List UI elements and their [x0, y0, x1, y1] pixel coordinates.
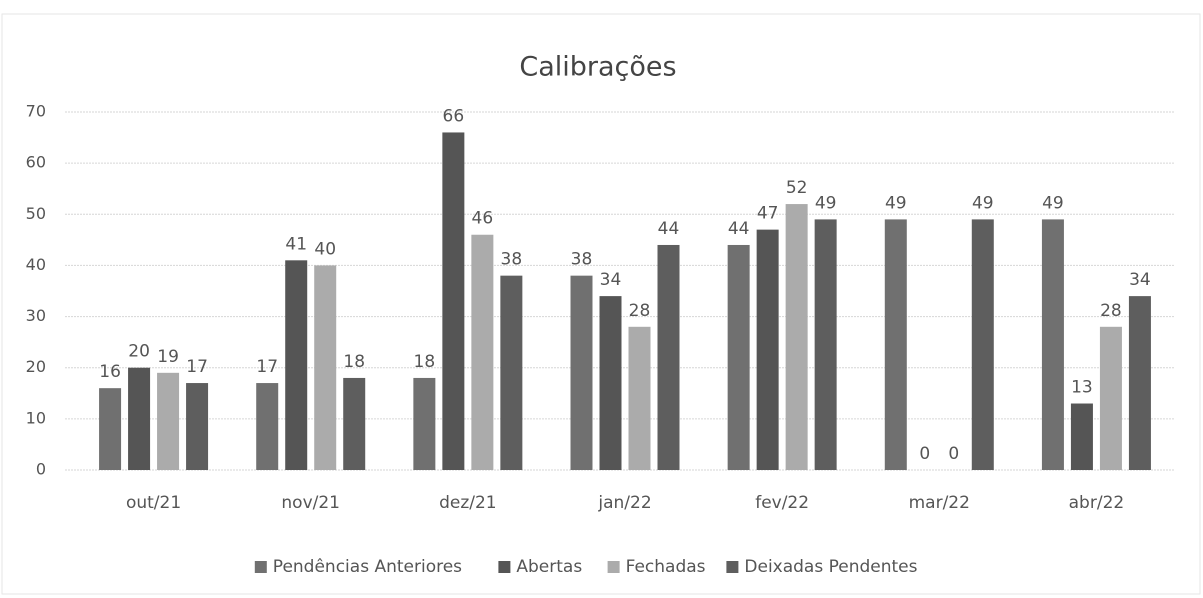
data-label: 17 — [186, 357, 208, 377]
bar — [413, 377, 436, 470]
y-tick-label: 70 — [26, 102, 46, 121]
data-label: 20 — [128, 342, 150, 362]
bar — [1128, 296, 1151, 470]
bar — [1041, 219, 1064, 470]
data-label: 17 — [256, 357, 278, 377]
bar — [442, 132, 465, 470]
data-label: 18 — [414, 352, 436, 372]
bar — [657, 244, 680, 470]
bar — [628, 326, 651, 470]
legend-label: Deixadas Pendentes — [744, 557, 917, 577]
data-label: 38 — [501, 250, 523, 270]
y-tick-label: 20 — [26, 357, 46, 376]
x-tick-label: jan/22 — [597, 493, 651, 513]
data-label: 52 — [786, 178, 808, 198]
bar — [186, 383, 209, 470]
bar — [128, 367, 151, 470]
y-tick-label: 60 — [26, 153, 46, 172]
y-tick-label: 0 — [36, 460, 46, 479]
bar — [814, 219, 837, 470]
y-tick-label: 30 — [26, 306, 46, 325]
data-label: 38 — [571, 250, 593, 270]
data-label: 49 — [972, 193, 994, 213]
data-label: 40 — [314, 239, 336, 259]
data-label: 49 — [1042, 193, 1064, 213]
x-tick-label: abr/22 — [1069, 493, 1125, 513]
x-tick-label: fev/22 — [755, 493, 809, 513]
y-tick-label: 10 — [26, 408, 46, 427]
bar — [756, 229, 779, 470]
data-label: 47 — [757, 204, 779, 224]
legend-swatch — [726, 561, 739, 573]
data-label: 34 — [1129, 270, 1151, 290]
bar — [570, 275, 593, 470]
data-label: 44 — [658, 219, 680, 239]
data-label: 28 — [1100, 301, 1122, 321]
data-label: 46 — [472, 209, 494, 229]
bar — [1070, 403, 1093, 470]
data-label: 19 — [157, 347, 179, 367]
data-label: 0 — [948, 444, 959, 464]
bar — [314, 265, 337, 470]
x-tick-label: out/21 — [126, 493, 181, 513]
data-label: 49 — [815, 193, 837, 213]
data-label: 34 — [600, 270, 622, 290]
bar — [99, 388, 122, 470]
data-label: 41 — [285, 234, 307, 254]
bar — [1099, 326, 1122, 470]
legend-label: Pendências Anteriores — [273, 557, 462, 577]
x-tick-label: nov/21 — [281, 493, 340, 513]
legend-label: Abertas — [516, 557, 582, 577]
data-label: 28 — [629, 301, 651, 321]
bar — [971, 219, 994, 470]
bar — [727, 244, 750, 470]
y-tick-label: 40 — [26, 255, 46, 274]
bar — [884, 219, 907, 470]
chart-title: Calibrações — [519, 52, 676, 83]
legend-swatch — [254, 561, 267, 573]
x-tick-label: dez/21 — [439, 493, 497, 513]
x-tick-label: mar/22 — [909, 493, 970, 513]
data-label: 18 — [343, 352, 365, 372]
bar — [500, 275, 523, 470]
bar — [471, 234, 494, 470]
data-label: 66 — [443, 106, 465, 126]
bar — [343, 377, 366, 470]
y-tick-label: 50 — [26, 204, 46, 223]
bar — [256, 383, 279, 470]
bar — [785, 204, 808, 471]
data-label: 13 — [1071, 378, 1093, 398]
data-label: 16 — [99, 362, 121, 382]
bar — [285, 260, 308, 470]
data-label: 44 — [728, 219, 750, 239]
legend-swatch — [498, 561, 511, 573]
data-label: 0 — [919, 444, 930, 464]
legend-swatch — [607, 561, 620, 573]
bar — [157, 372, 180, 470]
legend-label: Fechadas — [626, 557, 706, 577]
data-label: 49 — [885, 193, 907, 213]
bar — [599, 296, 622, 470]
